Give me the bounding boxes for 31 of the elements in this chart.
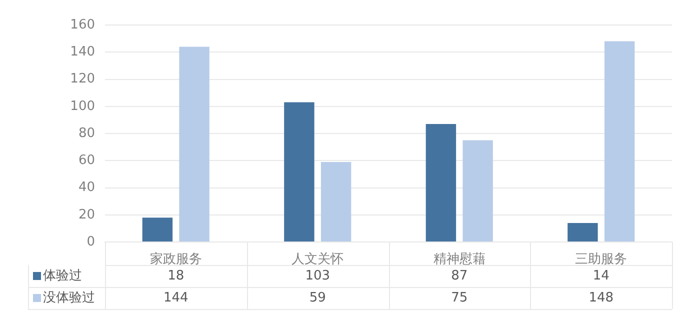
x-tick-label: 家政服务 xyxy=(150,251,202,268)
x-tick-label: 人文关怀 xyxy=(292,252,344,268)
data-label: 75 xyxy=(451,290,468,306)
y-tick-label: 140 xyxy=(70,44,95,60)
data-label: 144 xyxy=(163,290,188,306)
bar xyxy=(426,124,456,242)
data-label: 87 xyxy=(451,268,468,284)
data-label: 59 xyxy=(309,290,326,306)
data-label: 18 xyxy=(168,268,184,284)
data-label: 103 xyxy=(305,268,330,284)
y-tick-label: 20 xyxy=(78,207,95,222)
x-tick-label: 精神慰藉 xyxy=(433,252,486,268)
bar xyxy=(284,102,314,242)
bar xyxy=(142,218,173,242)
y-tick-label: 60 xyxy=(78,153,95,168)
legend-label: 体验过 xyxy=(43,268,82,284)
y-tick-label: 0 xyxy=(86,234,95,250)
y-tick-label: 80 xyxy=(78,126,95,141)
y-tick-label: 100 xyxy=(70,98,95,114)
y-tick-label: 120 xyxy=(70,72,95,87)
bar xyxy=(568,223,598,242)
data-label: 14 xyxy=(592,268,610,284)
data-label: 148 xyxy=(588,290,614,306)
x-tick-label: 三助服务 xyxy=(575,252,628,268)
legend-label: 没体验过 xyxy=(43,290,95,306)
bar xyxy=(320,162,352,242)
bar xyxy=(462,140,493,242)
y-tick-label: 40 xyxy=(78,180,95,196)
y-tick-label: 160 xyxy=(70,17,95,32)
bar xyxy=(604,41,635,242)
bar xyxy=(179,46,210,242)
